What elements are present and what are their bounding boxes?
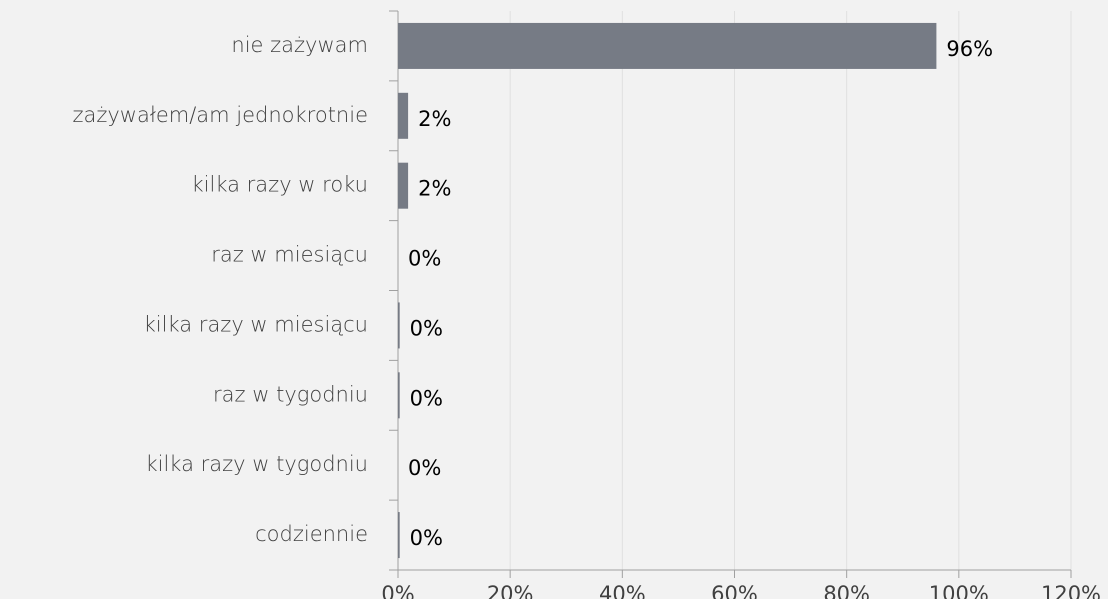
x-tick-label: 120%: [1041, 582, 1101, 599]
category-label: kilka razy w miesiącu: [144, 312, 368, 336]
bar: [398, 512, 400, 559]
bar: [398, 92, 409, 139]
category-label: raz w miesiącu: [211, 243, 368, 267]
category-label: zażywałem/am jednokrotnie: [72, 103, 368, 127]
value-label: 96%: [946, 37, 993, 61]
x-tick-label: 20%: [487, 582, 534, 599]
x-tick-label: 60%: [711, 582, 758, 599]
value-label: 0%: [408, 247, 441, 271]
category-label: nie zażywam: [231, 33, 368, 57]
bar: [398, 162, 409, 209]
value-label: 2%: [418, 177, 451, 201]
value-label: 0%: [410, 316, 443, 340]
x-tick-label: 100%: [929, 582, 989, 599]
value-label: 2%: [418, 107, 451, 131]
category-label: kilka razy w roku: [192, 173, 369, 197]
bar: [398, 302, 400, 349]
x-tick-label: 0%: [381, 582, 414, 599]
category-label: kilka razy w tygodniu: [145, 452, 368, 476]
category-label: raz w tygodniu: [213, 382, 368, 406]
bar: [398, 372, 400, 419]
value-label: 0%: [408, 456, 441, 480]
value-label: 0%: [410, 526, 443, 550]
bar: [398, 22, 937, 69]
category-label: codziennie: [255, 522, 368, 546]
value-label: 0%: [410, 386, 443, 410]
x-tick-label: 80%: [823, 582, 870, 599]
x-tick-label: 40%: [599, 582, 646, 599]
